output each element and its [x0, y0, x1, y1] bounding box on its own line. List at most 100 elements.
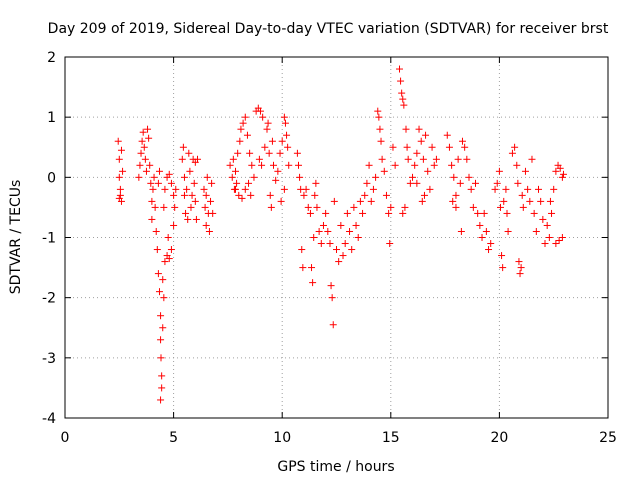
x-tick-label: 25 [599, 430, 617, 446]
data-point [298, 246, 306, 254]
data-point [241, 113, 249, 121]
data-point [155, 167, 163, 175]
data-point [406, 179, 414, 187]
data-point [327, 282, 335, 290]
data-point [454, 155, 462, 163]
data-point [294, 161, 302, 169]
data-point [186, 167, 194, 175]
data-point [541, 240, 549, 248]
data-point [377, 137, 385, 145]
data-point [418, 197, 426, 205]
data-point [167, 179, 175, 187]
data-point [142, 167, 150, 175]
data-point [309, 279, 317, 287]
data-point [207, 197, 215, 205]
data-point [445, 143, 453, 151]
data-point [258, 161, 266, 169]
x-tick-label: 20 [490, 430, 508, 446]
y-axis-label: SDTVAR / TECUs [8, 180, 24, 295]
data-point [450, 173, 458, 181]
data-point [382, 191, 390, 199]
data-point [296, 173, 304, 181]
data-point [247, 191, 255, 199]
data-point [139, 128, 147, 136]
data-point [241, 185, 249, 193]
data-point [348, 246, 356, 254]
data-point [500, 197, 508, 205]
data-point [328, 294, 336, 302]
data-point [469, 203, 477, 211]
data-point [152, 227, 160, 235]
data-point [172, 185, 180, 193]
data-point [448, 161, 456, 169]
data-point [192, 215, 200, 223]
data-point [516, 270, 524, 278]
data-point [426, 185, 434, 193]
data-point [517, 264, 525, 272]
data-point [398, 89, 406, 97]
data-point [151, 203, 159, 211]
y-tick-label: -1 [42, 231, 56, 247]
data-point [508, 149, 516, 157]
plot-frame [64, 56, 609, 419]
data-point [543, 221, 551, 229]
data-point [474, 209, 482, 217]
data-point [515, 258, 523, 266]
chart-title: Day 209 of 2019, Sidereal Day-to-day VTE… [48, 21, 609, 37]
data-point [274, 167, 282, 175]
data-point [276, 149, 284, 157]
data-point [354, 234, 362, 241]
data-point [322, 209, 330, 217]
data-point [548, 209, 556, 217]
data-point [265, 149, 273, 157]
data-point [456, 179, 464, 187]
data-point [539, 215, 547, 223]
data-point [395, 65, 403, 73]
data-point [153, 246, 161, 254]
data-point [452, 203, 460, 211]
axis-ticks: 0 5 10 15 20 25 -4 -3 -2 -1 0 1 2 [42, 50, 617, 446]
data-point [158, 372, 166, 380]
data-point [255, 155, 263, 163]
data-point [178, 155, 186, 163]
data-point [205, 227, 213, 235]
data-point [329, 321, 337, 329]
data-point [229, 155, 237, 163]
data-point [376, 125, 384, 133]
data-point [478, 234, 486, 241]
data-point [184, 215, 192, 223]
data-point [165, 255, 173, 263]
data-point [160, 203, 168, 211]
data-point [190, 179, 198, 187]
data-point [116, 191, 124, 199]
data-point [369, 185, 377, 193]
data-point [117, 197, 125, 205]
data-point [399, 209, 407, 217]
data-point [380, 167, 388, 175]
data-point [270, 161, 278, 169]
data-point [264, 119, 272, 127]
data-point [545, 234, 553, 241]
data-point [532, 227, 540, 235]
y-tick-label: -3 [42, 351, 56, 367]
x-tick-label: 10 [273, 430, 291, 446]
data-point [158, 384, 166, 392]
data-point [226, 161, 234, 169]
data-point [401, 203, 409, 211]
data-point [518, 191, 526, 199]
data-point [202, 191, 210, 199]
data-point [386, 240, 394, 248]
data-point [183, 185, 191, 193]
data-point [400, 101, 408, 109]
data-point [203, 173, 211, 181]
data-point [180, 173, 188, 181]
data-point [157, 396, 165, 404]
data-point [209, 209, 217, 217]
data-point [208, 179, 216, 187]
data-point [310, 234, 318, 241]
data-point [361, 191, 369, 199]
data-point [402, 125, 410, 133]
data-point [313, 203, 321, 211]
x-tick-label: 5 [169, 430, 178, 446]
y-tick-label: 0 [47, 170, 56, 186]
